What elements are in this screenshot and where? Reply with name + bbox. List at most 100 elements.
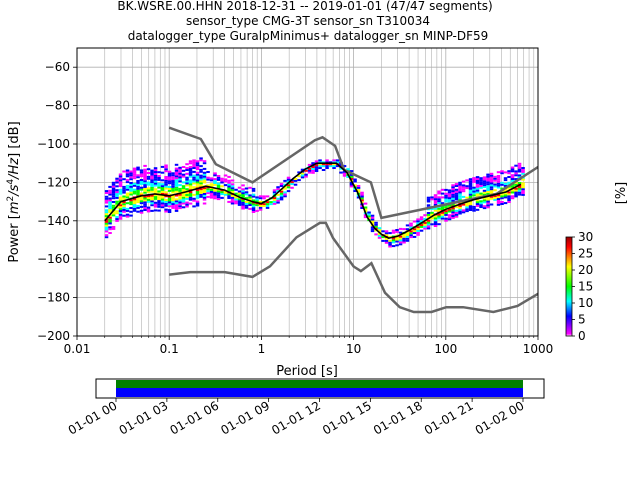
histogram-cell <box>146 210 151 213</box>
histogram-cell <box>115 185 119 188</box>
histogram-cell <box>360 193 364 196</box>
histogram-cell <box>220 191 224 194</box>
histogram-cell <box>104 224 109 227</box>
histogram-cell <box>118 204 123 207</box>
histogram-cell <box>122 210 126 213</box>
histogram-cell <box>479 181 483 184</box>
histogram-cell <box>146 175 151 178</box>
histogram-cell <box>174 183 179 185</box>
histogram-cell <box>489 192 494 194</box>
histogram-cell <box>209 192 214 195</box>
histogram-cell <box>276 186 280 189</box>
histogram-cell <box>195 164 200 167</box>
histogram-cell <box>150 186 154 189</box>
histogram-cell <box>510 185 515 188</box>
histogram-cell <box>353 178 357 181</box>
histogram-cell <box>447 216 452 219</box>
histogram-cell <box>192 174 196 177</box>
histogram-cell <box>118 196 123 199</box>
timeline-tick-label: 01-01 21 <box>422 398 476 437</box>
histogram-cell <box>136 166 140 169</box>
histogram-cell <box>437 215 441 218</box>
histogram-cell <box>195 196 200 199</box>
histogram-cell <box>451 207 455 210</box>
histogram-cell <box>195 166 200 169</box>
histogram-cell <box>181 194 186 197</box>
histogram-cell <box>374 225 378 228</box>
histogram-cell <box>136 201 140 204</box>
histogram-cell <box>146 208 151 211</box>
histogram-cell <box>395 240 399 243</box>
histogram-cell <box>129 185 133 188</box>
histogram-cell <box>507 187 511 190</box>
histogram-cell <box>454 183 459 186</box>
histogram-cell <box>451 209 455 212</box>
histogram-cell <box>118 190 123 193</box>
histogram-cell <box>139 171 144 174</box>
histogram-cell <box>108 228 112 231</box>
histogram-cell <box>136 205 140 207</box>
histogram-cell <box>503 192 508 195</box>
histogram-cell <box>458 191 462 194</box>
histogram-cell <box>234 202 238 205</box>
histogram-cell <box>262 195 266 198</box>
histogram-cell <box>111 193 116 196</box>
histogram-cell <box>174 208 179 210</box>
histogram-cell <box>220 185 224 188</box>
histogram-cell <box>318 161 322 164</box>
histogram-cell <box>125 196 130 199</box>
histogram-cell <box>136 199 140 202</box>
histogram-cell <box>251 189 256 192</box>
histogram-cell <box>486 179 490 182</box>
histogram-cell <box>115 177 119 180</box>
histogram-cell <box>468 203 473 206</box>
histogram-cell <box>500 170 504 173</box>
histogram-cell <box>174 200 179 203</box>
histogram-cell <box>199 159 203 162</box>
histogram-cell <box>465 179 469 182</box>
histogram-cell <box>118 185 123 187</box>
histogram-cell <box>475 187 480 190</box>
histogram-cell <box>104 205 109 208</box>
histogram-cell <box>475 204 480 207</box>
histogram-cell <box>199 165 203 168</box>
histogram-cell <box>489 186 494 189</box>
histogram-cell <box>104 209 109 212</box>
histogram-cell <box>192 197 196 200</box>
histogram-cell <box>384 239 389 242</box>
histogram-cell <box>143 164 147 167</box>
histogram-cell <box>461 184 466 187</box>
histogram-cell <box>416 233 420 236</box>
histogram-cell <box>104 199 109 202</box>
histogram-cell <box>507 197 511 200</box>
histogram-cell <box>199 180 203 183</box>
histogram-cell <box>367 217 371 220</box>
histogram-cell <box>234 188 238 191</box>
histogram-cell <box>416 218 420 221</box>
histogram-cell <box>440 211 445 214</box>
histogram-cell <box>458 206 462 209</box>
histogram-cell <box>129 191 133 194</box>
histogram-cell <box>521 170 525 173</box>
histogram-cell <box>104 211 109 214</box>
histogram-cell <box>143 203 147 206</box>
histogram-cell <box>286 186 291 189</box>
histogram-cell <box>104 213 109 216</box>
histogram-cell <box>412 220 417 223</box>
histogram-cell <box>507 199 511 201</box>
histogram-cell <box>122 214 126 217</box>
histogram-cell <box>335 165 340 168</box>
histogram-cell <box>136 206 140 209</box>
histogram-cell <box>286 176 291 179</box>
histogram-cell <box>517 193 522 196</box>
histogram-cell <box>290 183 294 185</box>
y-label-part: ] [dB] <box>7 121 22 158</box>
histogram-cell <box>517 191 522 194</box>
histogram-cell <box>188 193 193 195</box>
histogram-cell <box>384 232 389 235</box>
histogram-cell <box>143 209 147 211</box>
histogram-cell <box>479 194 483 197</box>
histogram-cell <box>426 200 431 203</box>
histogram-cell <box>300 168 305 171</box>
histogram-cell <box>332 159 336 162</box>
